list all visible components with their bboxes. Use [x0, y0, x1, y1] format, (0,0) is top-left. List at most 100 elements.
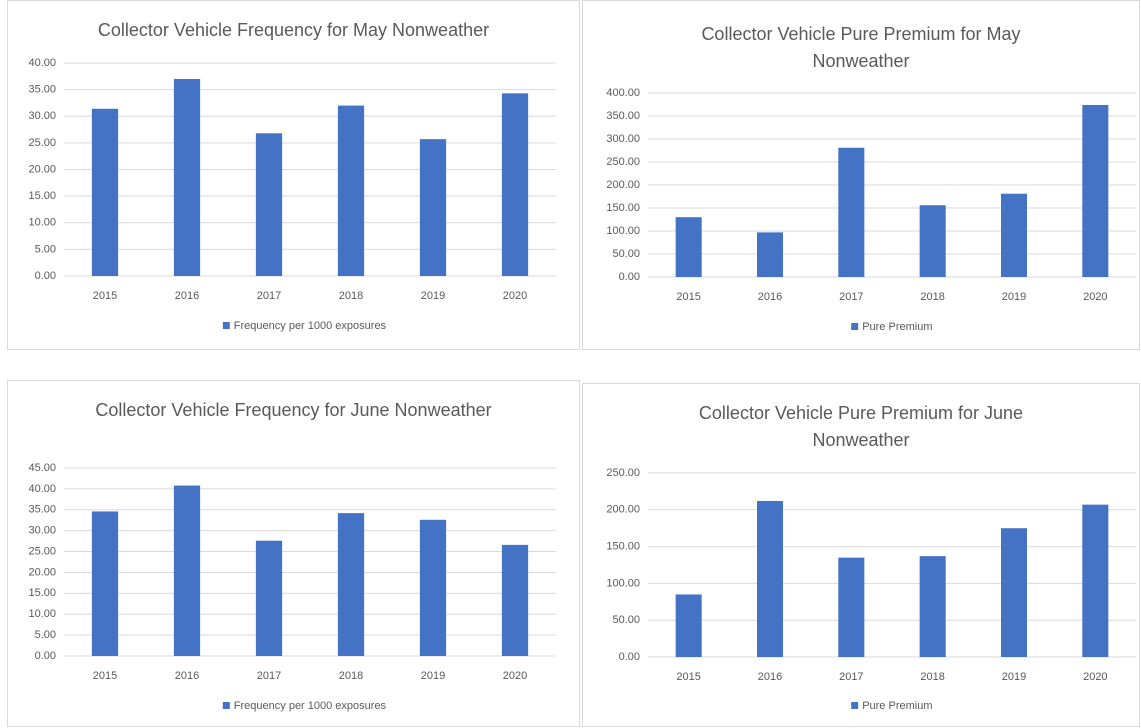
y-tick-label: 35.00 [28, 84, 56, 96]
y-tick-label: 400.00 [606, 87, 640, 99]
y-tick-label: 25.00 [28, 545, 56, 557]
x-tick-label: 2019 [1002, 291, 1026, 303]
x-tick-label: 2017 [257, 670, 281, 682]
chart-panel: 0.00 5.00 10.00 15.00 20.00 25.00 30.00 35.00 40… [7, 0, 580, 350]
bar [756, 500, 784, 657]
x-tick-label: 2018 [920, 291, 944, 303]
bar [501, 544, 529, 656]
chart-title: Collector Vehicle Pure Premium for May N… [701, 24, 1021, 71]
x-tick-label: 2018 [920, 671, 944, 683]
x-tick-label: 2018 [339, 670, 363, 682]
legend-swatch [222, 322, 230, 329]
y-tick-label: 10.00 [28, 608, 56, 620]
y-tick-label: 0.00 [35, 270, 56, 282]
bar [1082, 504, 1109, 657]
y-tick-label: 250.00 [606, 467, 640, 479]
x-tick-label: 2020 [1083, 671, 1107, 683]
x-tick-label: 2016 [175, 670, 199, 682]
bar [91, 108, 119, 276]
y-tick-label: 50.00 [612, 614, 640, 626]
chart: 0.00 50.00 100.00 150.00 200.00 250.00 2015 201… [606, 467, 1136, 712]
y-tick-label: 5.00 [35, 629, 56, 641]
y-tick-label: 200.00 [606, 504, 640, 516]
y-tick-label: 150.00 [606, 541, 640, 553]
bar [919, 205, 946, 277]
chart-title: Collector Vehicle Frequency for June Non… [95, 400, 492, 420]
bar [675, 594, 702, 657]
bar [337, 105, 365, 276]
chart: 0.00 5.00 10.00 15.00 20.00 25.00 30.00 35.00 40… [28, 462, 556, 712]
y-tick-label: 300.00 [606, 133, 640, 145]
x-tick-label: 2020 [1083, 291, 1107, 303]
chart: 0.00 50.00 100.00 150.00 200.00 250.00 300.00 3… [606, 87, 1136, 333]
y-tick-label: 100.00 [606, 225, 640, 237]
chart-panel: 0.00 5.00 10.00 15.00 20.00 25.00 30.00 35.00 40… [7, 380, 580, 727]
y-tick-label: 150.00 [606, 202, 640, 214]
y-tick-label: 35.00 [28, 504, 56, 516]
legend-label: Pure Premium [862, 321, 932, 333]
y-tick-label: 15.00 [28, 190, 56, 202]
bar [337, 513, 365, 656]
y-tick-label: 10.00 [28, 217, 56, 229]
legend-swatch [851, 323, 859, 330]
bar [501, 93, 529, 276]
x-tick-label: 2015 [93, 290, 117, 302]
bar [675, 217, 702, 277]
bar [173, 485, 201, 656]
chart-title: Collector Vehicle Frequency for May Nonw… [97, 20, 490, 40]
y-tick-label: 15.00 [28, 587, 56, 599]
y-tick-label: 100.00 [606, 577, 640, 589]
bar [1000, 528, 1028, 657]
x-tick-label: 2020 [503, 670, 527, 682]
chart-panel: 0.00 50.00 100.00 150.00 200.00 250.00 2015 201… [582, 383, 1140, 727]
chart-panel: 0.00 50.00 100.00 150.00 200.00 250.00 300.00 3… [582, 0, 1140, 350]
legend-label: Frequency per 1000 exposures [234, 700, 387, 712]
chart: 0.00 5.00 10.00 15.00 20.00 25.00 30.00 35.00 40… [28, 57, 556, 332]
y-tick-label: 40.00 [28, 57, 56, 69]
bar [255, 540, 283, 656]
bar [173, 78, 201, 276]
y-tick-label: 30.00 [28, 110, 56, 122]
bar [838, 147, 865, 277]
bar [91, 511, 119, 656]
x-tick-label: 2020 [503, 290, 527, 302]
y-tick-label: 50.00 [612, 248, 640, 260]
x-tick-label: 2019 [1002, 671, 1026, 683]
y-tick-label: 45.00 [28, 462, 56, 474]
bar [419, 139, 447, 276]
x-tick-label: 2015 [676, 291, 700, 303]
legend-label: Frequency per 1000 exposures [234, 320, 387, 332]
legend-swatch [222, 702, 230, 709]
x-tick-label: 2017 [839, 291, 863, 303]
bar [756, 232, 784, 277]
x-tick-label: 2019 [421, 670, 445, 682]
y-tick-label: 0.00 [619, 651, 640, 663]
x-tick-label: 2016 [175, 290, 199, 302]
x-tick-label: 2015 [676, 671, 700, 683]
y-tick-label: 0.00 [619, 271, 640, 283]
y-tick-label: 20.00 [28, 163, 56, 175]
y-tick-label: 5.00 [35, 243, 56, 255]
y-tick-label: 200.00 [606, 179, 640, 191]
y-tick-label: 350.00 [606, 110, 640, 122]
x-tick-label: 2016 [758, 291, 782, 303]
x-tick-label: 2017 [839, 671, 863, 683]
y-tick-label: 20.00 [28, 566, 56, 578]
bar [1082, 104, 1109, 278]
bar [919, 556, 946, 657]
x-tick-label: 2018 [339, 290, 363, 302]
chart-title: Collector Vehicle Pure Premium for June … [698, 403, 1024, 450]
bar [255, 133, 283, 276]
y-tick-label: 25.00 [28, 137, 56, 149]
legend-swatch [851, 702, 859, 709]
bar [1000, 193, 1028, 277]
x-tick-label: 2015 [93, 670, 117, 682]
y-tick-label: 250.00 [606, 156, 640, 168]
x-tick-label: 2017 [257, 290, 281, 302]
bar [838, 557, 865, 657]
legend-label: Pure Premium [862, 700, 932, 712]
y-tick-label: 0.00 [35, 650, 56, 662]
x-tick-label: 2016 [758, 671, 782, 683]
bar [419, 519, 447, 656]
